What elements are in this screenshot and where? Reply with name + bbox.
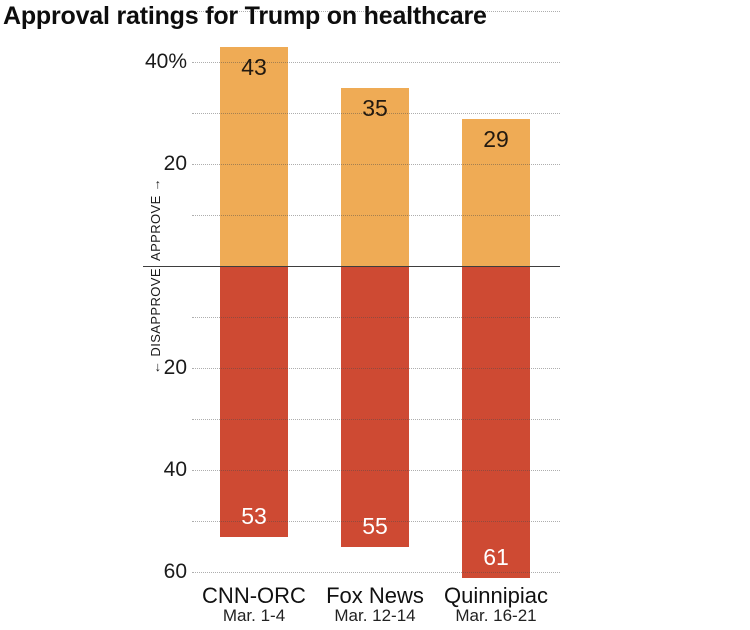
gridline-approve-50 [192,10,560,12]
bar-value-approve-1: 35 [362,95,388,121]
bar-disapprove-1 [341,266,409,547]
category-date-2: Mar. 16-21 [455,606,537,625]
gridline-approve-10 [192,214,560,216]
chart-title: Approval ratings for Trump on healthcare [3,2,487,30]
gridline-disapprove-30 [192,418,560,420]
bar-approve-0 [220,47,288,267]
category-label-2: Quinnipiac [444,583,548,608]
tick-label-disapprove-60: 60 [163,560,187,583]
category-label-1: Fox News [326,583,424,608]
bar-value-approve-0: 43 [241,54,267,81]
tick-label-approve-40: 40% [144,50,187,73]
bar-approve-1 [341,88,409,267]
tick-label-approve-20: 20 [163,152,187,175]
gridline-disapprove-50 [192,520,560,522]
gridline-disapprove-20 [192,367,560,369]
gridline-disapprove-40 [192,469,560,471]
category-label-0: CNN-ORC [202,583,306,608]
bar-disapprove-0 [220,266,288,537]
bar-value-disapprove-2: 61 [483,543,509,570]
bar-approve-2 [462,118,530,267]
gridline-approve-40 [192,61,560,63]
gridline-disapprove-60 [192,571,560,573]
bar-value-approve-2: 29 [483,125,509,152]
tick-label-disapprove-40: 40 [163,458,187,481]
category-date-0: Mar. 1-4 [222,606,286,625]
category-date-1: Mar. 12-14 [334,606,416,625]
tick-label-disapprove-20: 20 [163,356,187,379]
bar-value-disapprove-1: 55 [362,513,388,539]
gridline-approve-20 [192,163,560,165]
gridline-approve-30 [192,112,560,114]
zero-baseline [143,265,560,268]
gridline-disapprove-10 [192,316,560,318]
bar-disapprove-2 [462,266,530,578]
approve-axis-label: APPROVE → [148,177,163,261]
bar-value-disapprove-0: 53 [241,502,267,529]
